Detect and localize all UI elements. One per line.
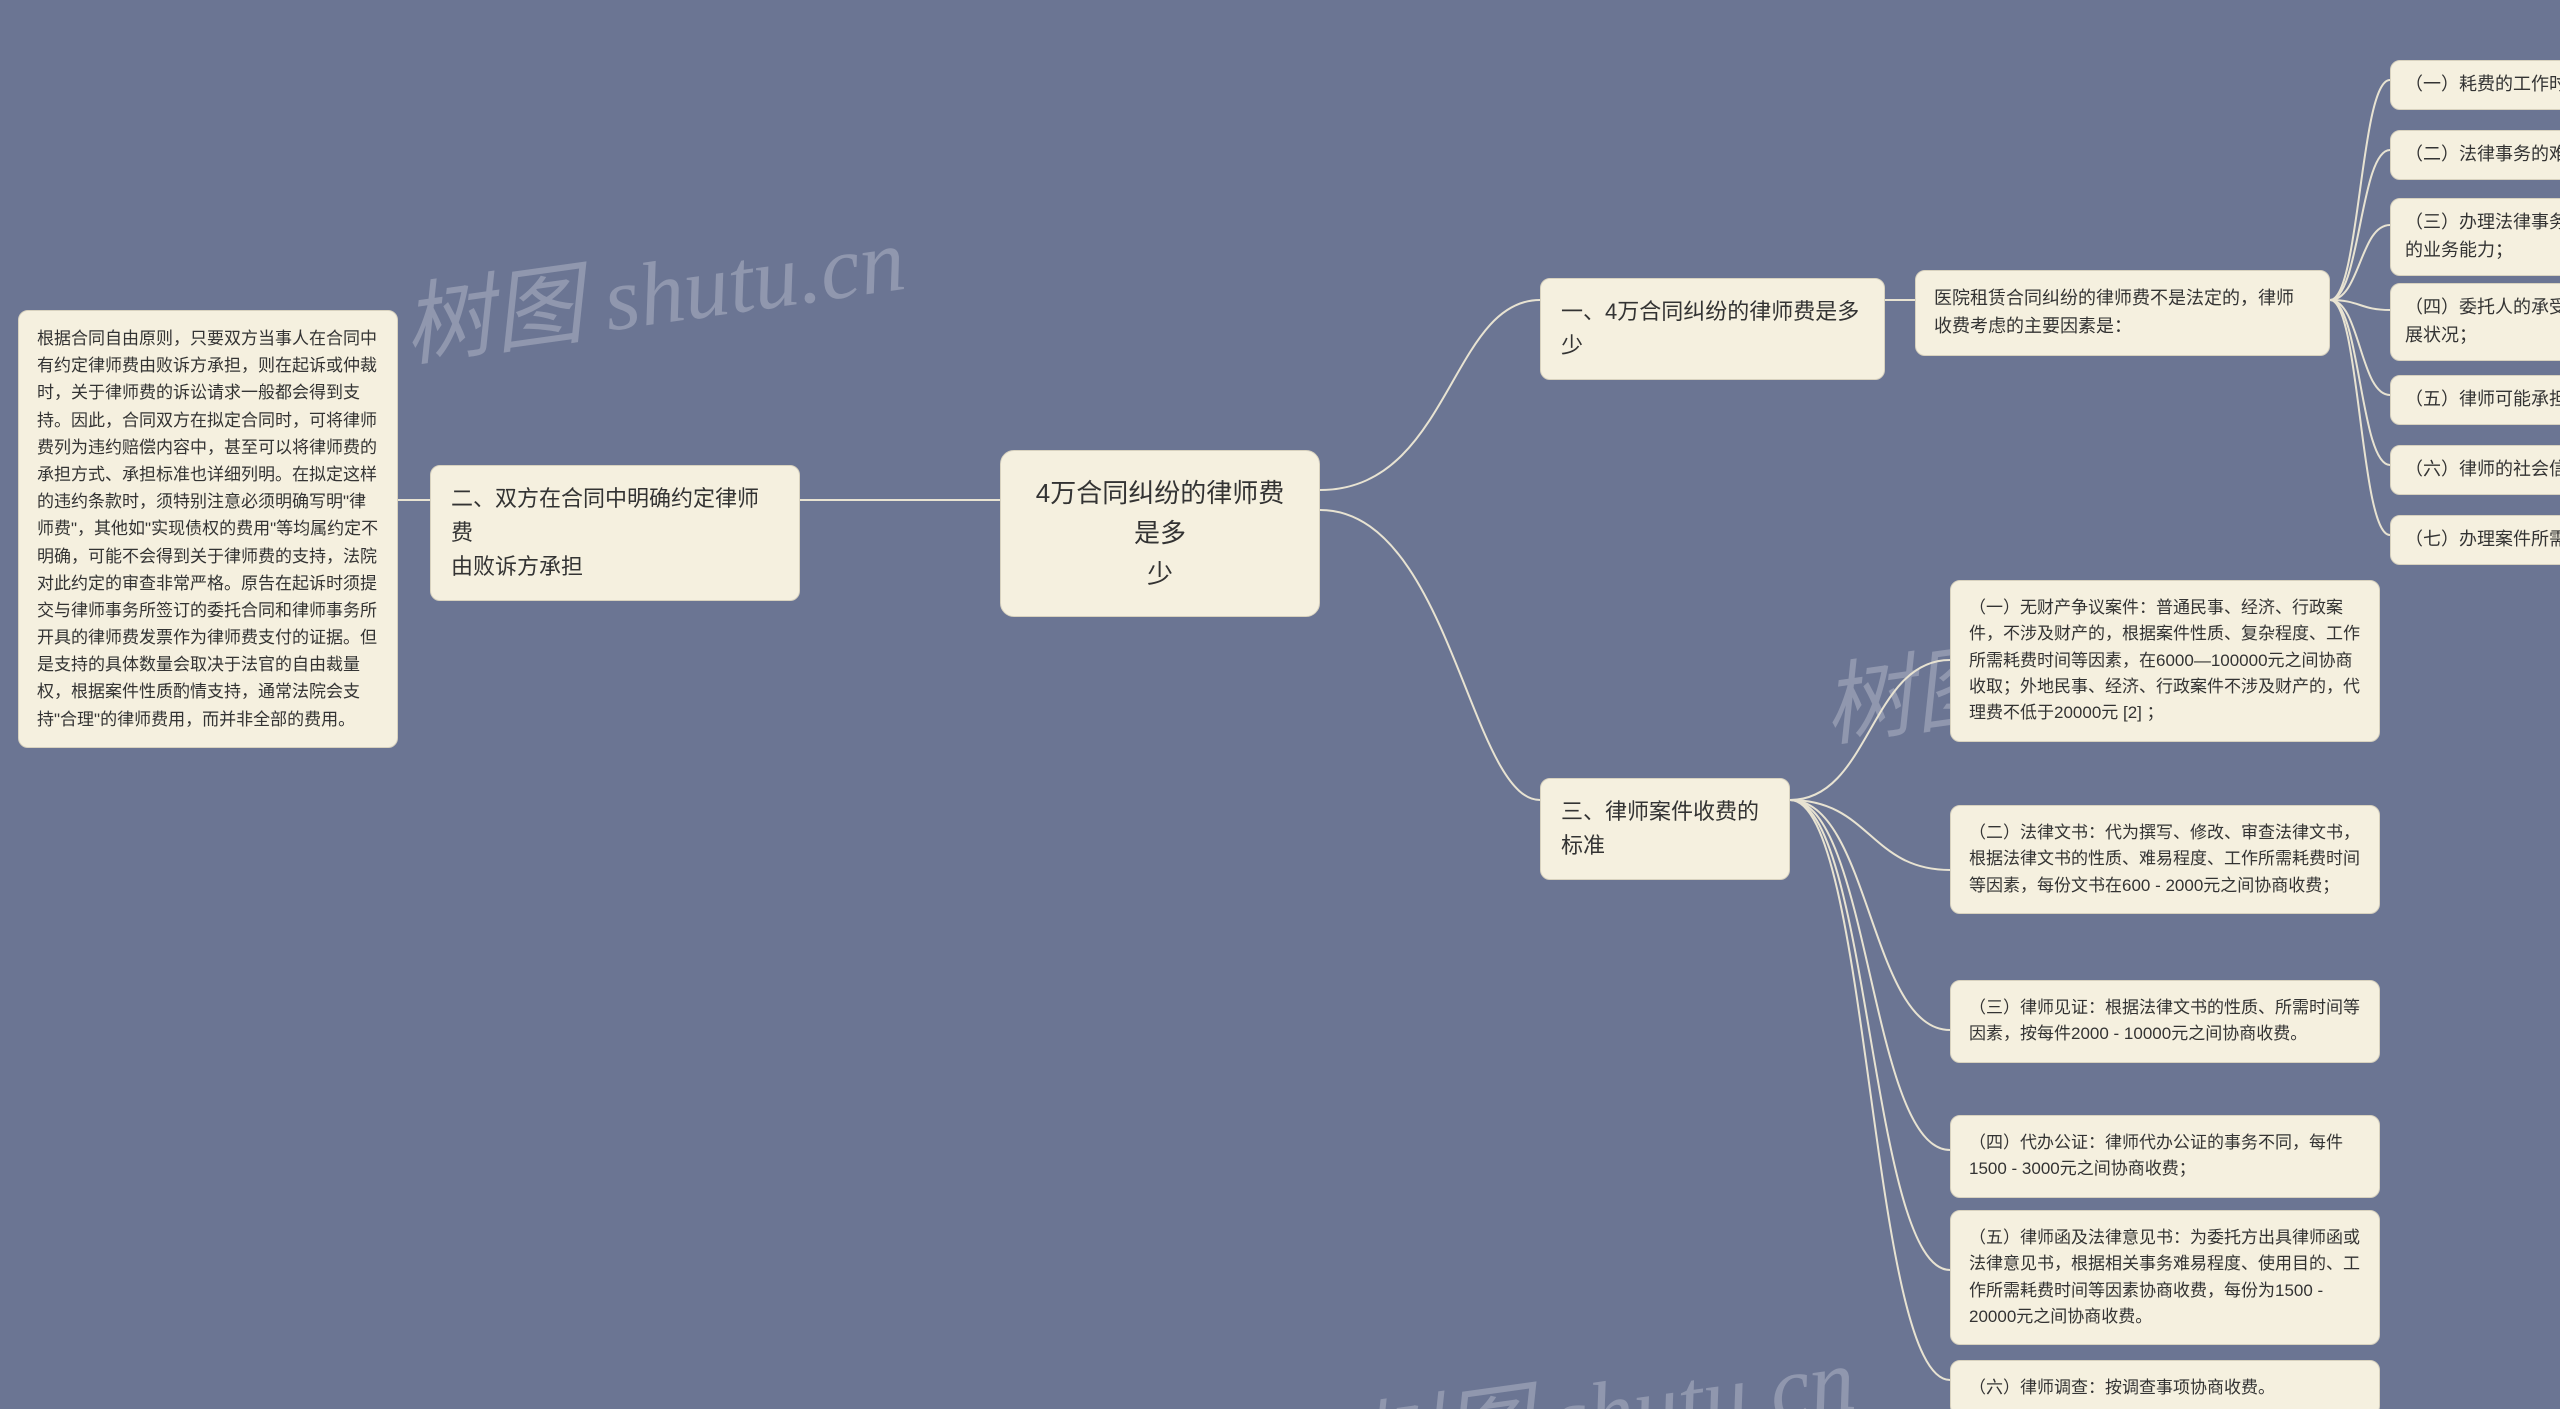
branch3-node[interactable]: 三、律师案件收费的标准 xyxy=(1540,778,1790,880)
leaf-text-a: （四）委托人的承受能力和所在地社会经济发 xyxy=(2405,294,2560,322)
leaf-text: （一）无财产争议案件：普通民事、经济、行政案件，不涉及财产的，根据案件性质、复杂… xyxy=(1969,598,2360,722)
branch2-title-l1: 二、双方在合同中明确约定律师费 xyxy=(451,482,779,550)
branch3-leaf-6[interactable]: （六）律师调查：按调查事项协商收费。 xyxy=(1950,1360,2380,1409)
branch3-leaf-2[interactable]: （二）法律文书：代为撰写、修改、审查法律文书，根据法律文书的性质、难易程度、工作… xyxy=(1950,805,2380,914)
leaf-text: （五）律师函及法律意见书：为委托方出具律师函或法律意见书，根据相关事务难易程度、… xyxy=(1969,1228,2360,1326)
leaf-text: （三）律师见证：根据法律文书的性质、所需时间等因素，按每件2000 - 1000… xyxy=(1969,998,2360,1043)
branch3-title: 三、律师案件收费的标准 xyxy=(1561,799,1759,858)
leaf-text: （二）法律事务的难易程度； xyxy=(2405,144,2560,164)
branch1-desc-l2: 收费考虑的主要因素是： xyxy=(1934,313,2311,341)
watermark: 树图 shutu.cn xyxy=(393,185,911,384)
leaf-text: （一）耗费的工作时间； xyxy=(2405,74,2560,94)
branch1-leaf-3[interactable]: （三）办理法律事务所需律师人数和承办律师 的业务能力； xyxy=(2390,198,2560,276)
root-title-line1: 4万合同纠纷的律师费是多 xyxy=(1027,473,1293,554)
branch2-body-text: 根据合同自由原则，只要双方当事人在合同中有约定律师费由败诉方承担，则在起诉或仲裁… xyxy=(37,329,378,729)
branch3-leaf-3[interactable]: （三）律师见证：根据法律文书的性质、所需时间等因素，按每件2000 - 1000… xyxy=(1950,980,2380,1063)
branch3-leaf-4[interactable]: （四）代办公证：律师代办公证的事务不同，每件1500 - 3000元之间协商收费… xyxy=(1950,1115,2380,1198)
branch1-desc-l1: 医院租赁合同纠纷的律师费不是法定的，律师 xyxy=(1934,285,2311,313)
branch1-leaf-7[interactable]: （七）办理案件所需的其他必要成本支出。 xyxy=(2390,515,2560,565)
branch1-leaf-1[interactable]: （一）耗费的工作时间； xyxy=(2390,60,2560,110)
leaf-text: （七）办理案件所需的其他必要成本支出。 xyxy=(2405,529,2560,549)
leaf-text: （五）律师可能承担的风险和责任； xyxy=(2405,389,2560,409)
branch1-node[interactable]: 一、4万合同纠纷的律师费是多少 xyxy=(1540,278,1885,380)
branch1-title: 一、4万合同纠纷的律师费是多少 xyxy=(1561,299,1859,358)
root-title-line2: 少 xyxy=(1027,554,1293,594)
leaf-text: （六）律师调查：按调查事项协商收费。 xyxy=(1969,1378,2275,1397)
branch1-leaf-2[interactable]: （二）法律事务的难易程度； xyxy=(2390,130,2560,180)
leaf-text: （六）律师的社会信誉和工作水平； xyxy=(2405,459,2560,479)
leaf-text-b: 的业务能力； xyxy=(2405,237,2560,265)
branch2-title-l2: 由败诉方承担 xyxy=(451,550,779,584)
branch3-leaf-5[interactable]: （五）律师函及法律意见书：为委托方出具律师函或法律意见书，根据相关事务难易程度、… xyxy=(1950,1210,2380,1345)
branch2-body-node[interactable]: 根据合同自由原则，只要双方当事人在合同中有约定律师费由败诉方承担，则在起诉或仲裁… xyxy=(18,310,398,748)
branch1-desc-node[interactable]: 医院租赁合同纠纷的律师费不是法定的，律师 收费考虑的主要因素是： xyxy=(1915,270,2330,356)
leaf-text: （二）法律文书：代为撰写、修改、审查法律文书，根据法律文书的性质、难易程度、工作… xyxy=(1969,823,2360,895)
leaf-text-b: 展状况； xyxy=(2405,322,2560,350)
branch1-leaf-5[interactable]: （五）律师可能承担的风险和责任； xyxy=(2390,375,2560,425)
branch1-leaf-6[interactable]: （六）律师的社会信誉和工作水平； xyxy=(2390,445,2560,495)
root-node[interactable]: 4万合同纠纷的律师费是多 少 xyxy=(1000,450,1320,617)
branch1-leaf-4[interactable]: （四）委托人的承受能力和所在地社会经济发 展状况； xyxy=(2390,283,2560,361)
branch2-node[interactable]: 二、双方在合同中明确约定律师费 由败诉方承担 xyxy=(430,465,800,601)
leaf-text: （四）代办公证：律师代办公证的事务不同，每件1500 - 3000元之间协商收费… xyxy=(1969,1133,2343,1178)
leaf-text-a: （三）办理法律事务所需律师人数和承办律师 xyxy=(2405,209,2560,237)
branch3-leaf-1[interactable]: （一）无财产争议案件：普通民事、经济、行政案件，不涉及财产的，根据案件性质、复杂… xyxy=(1950,580,2380,742)
watermark: 树图 shutu.cn xyxy=(1343,1305,1861,1409)
